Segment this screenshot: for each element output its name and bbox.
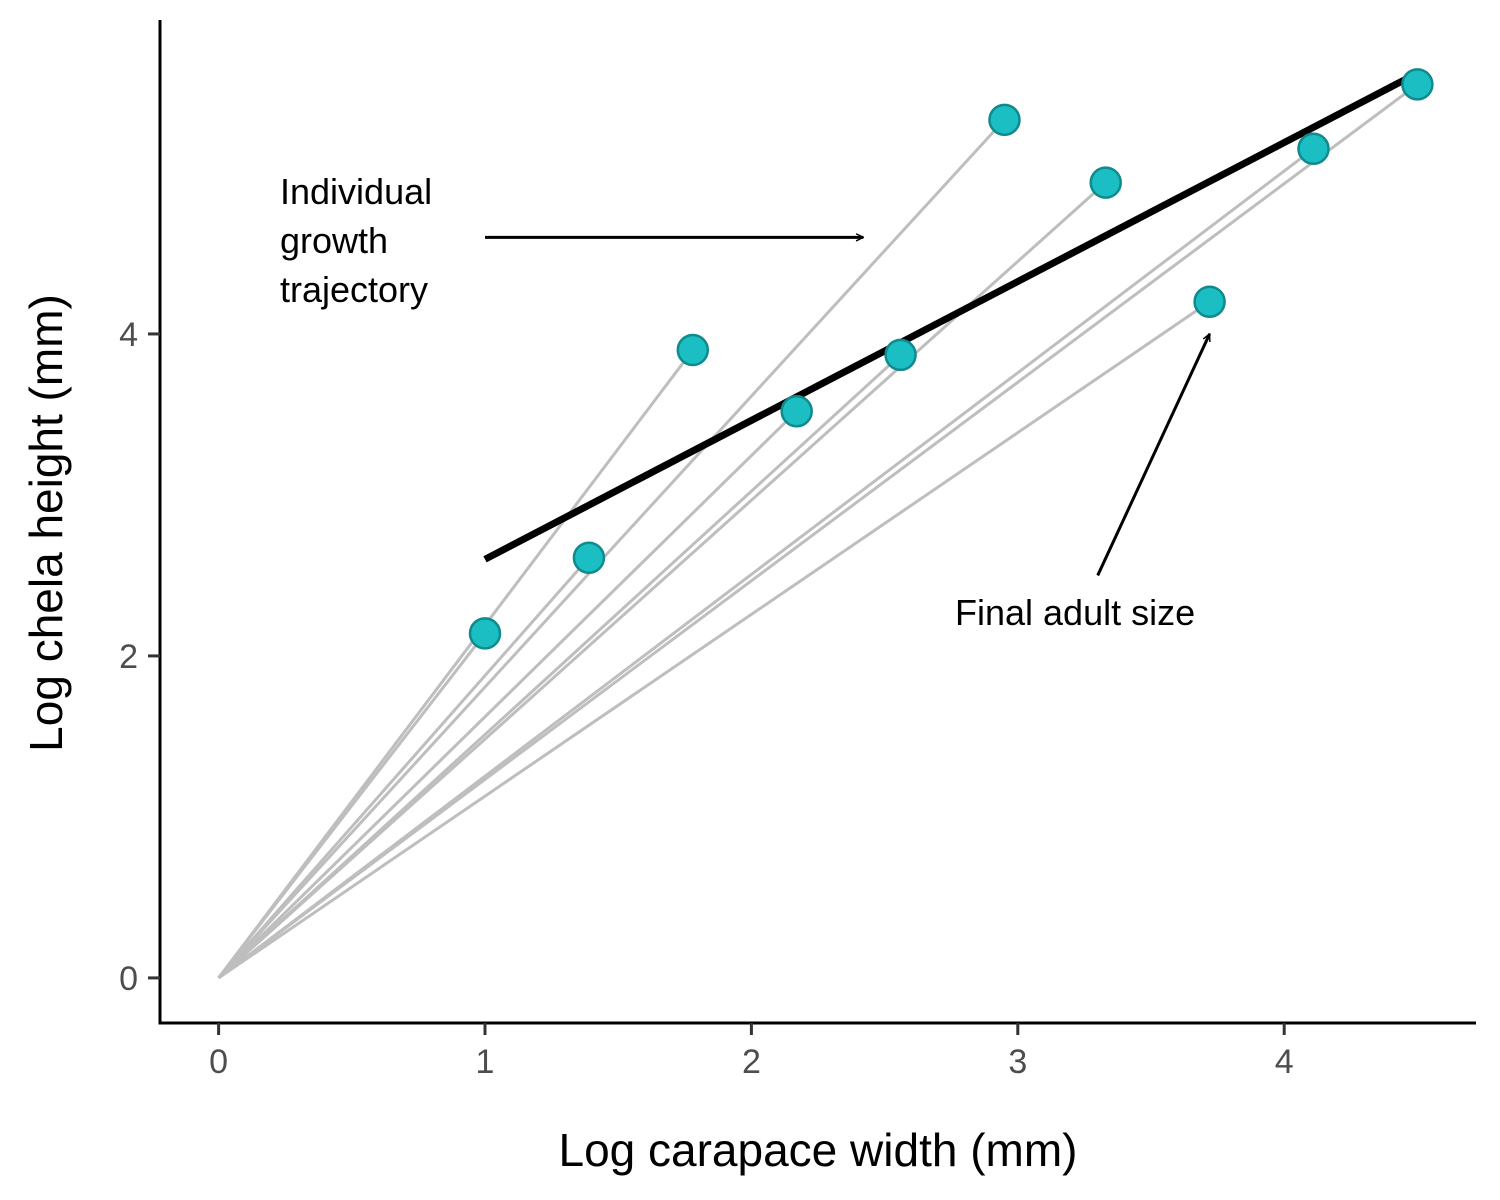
trajectory-line-8	[217, 300, 1211, 980]
data-point-2	[572, 541, 606, 574]
y-axis-title: Log chela height (mm)	[20, 294, 72, 752]
trajectory-lines	[217, 83, 1419, 980]
y-tick-label-4: 4	[119, 316, 138, 354]
trajectory-line-10	[217, 83, 1419, 980]
data-points	[468, 68, 1434, 650]
data-point-8	[1193, 285, 1226, 318]
fit-line-group	[483, 70, 1420, 563]
data-point-3	[676, 333, 710, 367]
x-tick-label-3: 3	[1008, 1043, 1027, 1081]
axes	[158, 20, 1476, 1025]
trajectory-line-6	[217, 118, 1006, 979]
data-point-1	[468, 617, 502, 650]
y-tick-label-0: 0	[119, 960, 138, 998]
annotation-growth-trajectory: Individual growth trajectory	[280, 171, 432, 310]
data-point-9	[1297, 132, 1330, 166]
x-axis-title: Log carapace width (mm)	[559, 1124, 1078, 1176]
trajectory-line-4	[217, 410, 798, 979]
annotation-final-adult-size: Final adult size	[955, 592, 1195, 633]
data-point-7	[1089, 166, 1122, 199]
trajectory-line-9	[217, 147, 1315, 980]
annotation-arrow-final-size	[1096, 334, 1211, 577]
x-tick-label-4: 4	[1275, 1043, 1294, 1081]
data-point-6	[988, 103, 1021, 137]
annotations: Individual growth trajectory Final adult si…	[280, 171, 1211, 633]
data-point-10	[1401, 68, 1434, 101]
data-point-5	[884, 338, 917, 372]
x-tick-label-0: 0	[209, 1043, 228, 1081]
x-tick-label-2: 2	[742, 1043, 761, 1081]
trajectory-line-3	[217, 349, 694, 979]
fit-line	[483, 70, 1420, 563]
trajectory-line-2	[217, 556, 591, 979]
y-tick-label-2: 2	[119, 638, 138, 676]
x-tick-label-1: 1	[476, 1043, 495, 1081]
ticks: 0 1 2 3 4 0 2 4	[119, 316, 1294, 1081]
data-point-4	[780, 394, 813, 428]
